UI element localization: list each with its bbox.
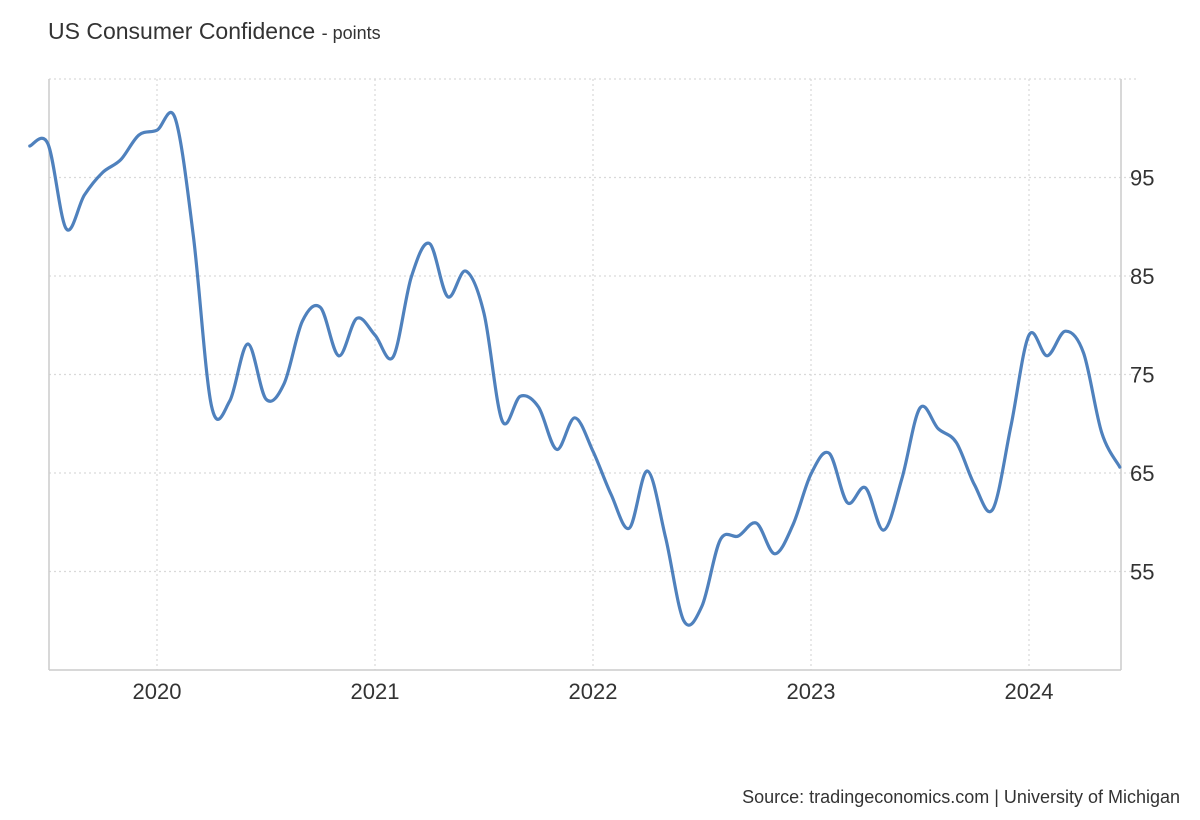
x-tick-label: 2023 [787,679,836,704]
y-tick-label: 75 [1130,363,1154,388]
x-tick-labels: 2020 2021 2022 2023 2024 [133,679,1054,704]
y-tick-label: 85 [1130,264,1154,289]
y-tick-label: 95 [1130,166,1154,191]
x-tick-label: 2020 [133,679,182,704]
chart-unit-text: points [332,23,381,43]
chart-unit-label: - points [321,23,381,43]
axes [48,79,1122,671]
x-tick-label: 2022 [569,679,618,704]
x-tick-label: 2024 [1005,679,1054,704]
plot-series [28,110,1122,627]
chart-title: US Consumer Confidence - points [48,18,381,45]
y-tick-label: 65 [1130,461,1154,486]
x-tick-label: 2021 [351,679,400,704]
chart-title-text: US Consumer Confidence [48,18,316,44]
grid-lines [49,78,1139,670]
y-tick-labels: 55 65 75 85 95 [1130,166,1154,585]
y-tick-label: 55 [1130,560,1154,585]
source-credit: Source: tradingeconomics.com | Universit… [742,787,1180,807]
series-line [28,110,1122,627]
